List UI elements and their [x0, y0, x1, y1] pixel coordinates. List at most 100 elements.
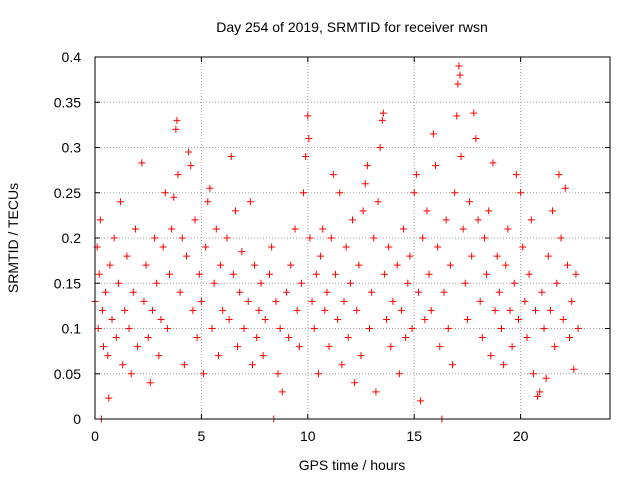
data-point: [470, 109, 478, 117]
y-tick-label: 0: [73, 411, 81, 427]
data-point: [485, 207, 493, 215]
data-point: [421, 315, 429, 323]
data-point: [446, 261, 454, 269]
data-point: [408, 325, 416, 332]
data-point: [472, 134, 480, 142]
data-point: [449, 361, 457, 369]
data-point: [206, 184, 214, 192]
data-point: [459, 225, 467, 233]
data-point: [191, 216, 199, 224]
plot-frame: [94, 56, 611, 420]
data-point: [200, 370, 208, 378]
y-tick-label: 0.2: [62, 230, 82, 246]
data-point: [304, 112, 312, 120]
data-point: [108, 315, 116, 323]
data-point: [536, 388, 544, 396]
data-point: [346, 279, 354, 287]
data-point: [161, 189, 169, 197]
chart-title: Day 254 of 2019, SRMTID for receiver rws…: [216, 19, 488, 35]
data-point: [553, 279, 561, 287]
data-point: [454, 80, 462, 88]
data-point: [121, 306, 129, 314]
data-point: [363, 162, 371, 170]
data-point: [261, 315, 269, 323]
data-point: [276, 325, 284, 332]
data-point: [312, 270, 320, 278]
data-point: [361, 180, 369, 188]
data-point: [566, 334, 574, 342]
x-tick-labels: 0 5 10 15 20: [91, 428, 529, 444]
grid: [95, 57, 610, 419]
data-point: [366, 325, 374, 332]
y-tick-label: 0.35: [54, 94, 81, 110]
data-point: [219, 306, 227, 314]
y-tick-label: 0.3: [62, 140, 82, 156]
data-point: [442, 216, 450, 224]
y-tick-labels: 0 0.05 0.1 0.15 0.2 0.25 0.3 0.35 0.4: [54, 49, 81, 427]
data-point: [144, 334, 152, 342]
y-tick-label: 0.05: [54, 366, 81, 382]
data-point: [423, 207, 431, 215]
data-point: [512, 171, 520, 179]
data-point: [278, 388, 286, 396]
data-point: [344, 334, 352, 342]
data-point: [151, 234, 159, 242]
data-point: [538, 288, 546, 296]
data-point: [385, 243, 393, 251]
data-point: [148, 306, 156, 314]
data-point: [225, 315, 233, 323]
data-point: [495, 288, 503, 296]
x-tick-label: 10: [300, 428, 316, 444]
x-tick-label: 5: [198, 428, 206, 444]
data-point: [246, 198, 254, 206]
data-point: [195, 270, 203, 278]
data-point: [100, 343, 108, 351]
data-point: [480, 234, 488, 242]
data-point: [359, 207, 367, 215]
data-point: [310, 325, 318, 332]
data-point: [153, 279, 161, 287]
data-point: [189, 306, 197, 314]
data-point: [234, 343, 242, 351]
data-point: [291, 225, 299, 233]
data-point: [129, 288, 137, 296]
data-point: [193, 334, 201, 342]
data-point: [131, 225, 139, 233]
data-point: [210, 279, 218, 287]
data-point: [453, 112, 461, 120]
data-point: [119, 361, 127, 369]
data-point: [489, 159, 497, 167]
data-point: [532, 306, 540, 314]
data-point: [551, 343, 559, 351]
data-point: [529, 370, 537, 378]
data-point: [123, 252, 131, 260]
data-point: [248, 361, 256, 369]
data-point: [519, 243, 527, 251]
data-point: [251, 261, 259, 269]
data-point: [502, 261, 510, 269]
data-point: [534, 392, 542, 400]
data-point: [474, 216, 482, 224]
data-point: [327, 234, 335, 242]
data-point: [368, 288, 376, 296]
data-point: [476, 297, 484, 305]
data-point: [419, 234, 427, 242]
data-point: [102, 288, 110, 296]
data-point: [417, 397, 425, 405]
data-point: [370, 234, 378, 242]
data-point: [483, 270, 491, 278]
data-point: [402, 334, 410, 342]
data-point: [493, 252, 501, 260]
data-point: [440, 288, 448, 296]
data-point: [287, 261, 295, 269]
data-point: [319, 225, 327, 233]
x-tick-label: 15: [406, 428, 422, 444]
data-point: [266, 270, 274, 278]
data-point: [563, 261, 571, 269]
data-point: [461, 279, 469, 287]
data-point: [338, 361, 346, 369]
data-point: [491, 306, 499, 314]
data-point: [300, 189, 308, 197]
data-point: [134, 343, 142, 351]
